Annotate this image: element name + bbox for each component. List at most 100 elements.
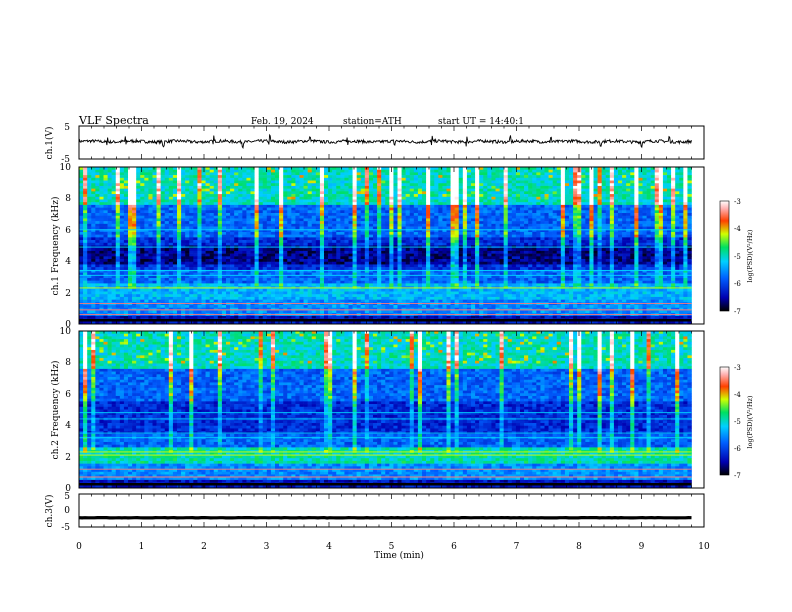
spectrogram-cell — [193, 213, 197, 216]
spectrogram-cell — [651, 178, 655, 181]
spectrogram-cell — [487, 175, 491, 178]
spectrogram-cell — [206, 208, 210, 211]
spectrogram-cell — [291, 237, 295, 240]
spectrogram-cell — [638, 232, 642, 235]
spectrogram-cell — [602, 181, 606, 184]
spectrogram-cell — [398, 186, 402, 189]
spectrogram-cell — [483, 178, 487, 181]
spectrogram-cell — [496, 175, 500, 178]
spectrogram-cell — [671, 218, 675, 221]
spectrogram-cell — [369, 227, 373, 230]
spectrogram-cell — [630, 202, 634, 205]
spectrogram-cell — [108, 224, 112, 227]
spectrogram-cell — [418, 186, 422, 189]
spectrogram-cell — [520, 208, 524, 211]
spectrogram-cell — [324, 221, 328, 224]
spectrogram-cell — [426, 235, 430, 238]
spectrogram-cell — [655, 175, 659, 178]
spectrogram-cell — [320, 216, 324, 219]
spectrogram-cell — [181, 199, 185, 202]
spectrogram-cell — [349, 240, 353, 243]
spectrogram-cell — [263, 221, 267, 224]
spectrogram-cell — [112, 213, 116, 216]
spectrogram-cell — [161, 202, 165, 205]
spectrogram-cell — [414, 205, 418, 208]
spectrogram-cell — [193, 197, 197, 200]
spectrogram-cell — [332, 202, 336, 205]
spectrogram-cell — [336, 227, 340, 230]
spectrogram-cell — [512, 224, 516, 227]
spectrogram-cell — [340, 227, 344, 230]
spectrogram-cell — [185, 175, 189, 178]
spectrogram-cell — [234, 197, 238, 200]
spectrogram-cell — [545, 216, 549, 219]
spectrogram-cell — [418, 213, 422, 216]
spectrogram-cell — [659, 199, 663, 202]
spectrogram-cell — [655, 189, 659, 192]
spectrogram-cell — [128, 172, 132, 175]
spectrogram-cell — [659, 240, 663, 243]
spectrogram-cell — [524, 224, 528, 227]
spectrogram-cell — [120, 189, 124, 192]
spectrogram-cell — [193, 208, 197, 211]
spectrogram-cell — [667, 183, 671, 186]
spectrogram-cell — [524, 202, 528, 205]
spectrogram-cell — [500, 224, 504, 227]
spectrogram-cell — [671, 205, 675, 208]
spectrogram-cell — [496, 237, 500, 240]
spectrogram-cell — [553, 186, 557, 189]
spectrogram-cell — [189, 210, 193, 213]
spectrogram-cell — [87, 240, 91, 243]
spectrogram-cell — [157, 213, 161, 216]
spectrogram-cell — [687, 191, 691, 194]
spectrogram-cell — [153, 224, 157, 227]
spectrogram-cell — [353, 213, 357, 216]
spectrogram-cell — [279, 216, 283, 219]
spectrogram-cell — [602, 237, 606, 240]
spectrogram-cell — [104, 172, 108, 175]
spectrogram-cell — [545, 172, 549, 175]
spectrogram-cell — [671, 224, 675, 227]
spectrogram-cell — [663, 194, 667, 197]
spectrogram-cell — [132, 181, 136, 184]
spectrogram-cell — [275, 181, 279, 184]
spectrogram-cell — [589, 191, 593, 194]
spectrogram-cell — [226, 172, 230, 175]
spectrogram-cell — [234, 237, 238, 240]
spectrogram-cell — [304, 199, 308, 202]
spectrogram-cell — [491, 240, 495, 243]
spectrogram-cell — [173, 175, 177, 178]
spectrogram-cell — [508, 199, 512, 202]
spectrogram-cell — [381, 197, 385, 200]
spectrogram-cell — [312, 199, 316, 202]
spectrogram-cell — [283, 172, 287, 175]
spectrogram-cell — [344, 221, 348, 224]
spectrogram-cell — [622, 175, 626, 178]
spectrogram-cell — [79, 235, 83, 238]
spectrogram-cell — [161, 216, 165, 219]
spectrogram-cell — [181, 183, 185, 186]
spectrogram-cell — [381, 216, 385, 219]
spectrogram-cell — [210, 227, 214, 230]
spectrogram-cell — [140, 210, 144, 213]
spectrogram-cell — [324, 186, 328, 189]
spectrogram-cell — [161, 197, 165, 200]
spectrogram-cell — [328, 199, 332, 202]
spectrogram-cell — [655, 218, 659, 221]
spectrogram-cell — [553, 218, 557, 221]
spectrogram-cell — [144, 248, 148, 251]
spectrogram-cell — [675, 227, 679, 230]
spectrogram-cell — [455, 178, 459, 181]
spectrogram-cell — [214, 194, 218, 197]
spectrogram-cell — [206, 210, 210, 213]
spectrogram-cell — [430, 170, 434, 173]
spectrogram-cell — [369, 232, 373, 235]
spectrogram-cell — [300, 202, 304, 205]
spectrogram-cell — [161, 172, 165, 175]
spectrogram-cell — [589, 235, 593, 238]
spectrogram-cell — [496, 240, 500, 243]
spectrogram-cell — [324, 240, 328, 243]
spectrogram-cell — [361, 178, 365, 181]
spectrogram-cell — [373, 227, 377, 230]
spectrogram-cell — [189, 175, 193, 178]
